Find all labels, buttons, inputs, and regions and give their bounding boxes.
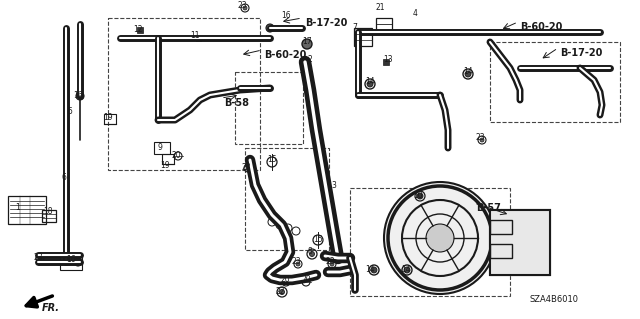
- Text: 20: 20: [280, 276, 290, 285]
- Text: 9: 9: [157, 144, 163, 152]
- Text: 6: 6: [61, 174, 67, 182]
- Circle shape: [246, 166, 250, 170]
- Circle shape: [38, 256, 42, 260]
- Circle shape: [296, 262, 300, 266]
- Text: 14: 14: [365, 265, 375, 275]
- Bar: [376, 18, 392, 30]
- Text: 7: 7: [353, 23, 357, 32]
- Text: 14: 14: [401, 265, 411, 275]
- Text: SZA4B6010: SZA4B6010: [530, 295, 579, 304]
- Text: B-17-20: B-17-20: [560, 48, 602, 58]
- Circle shape: [310, 251, 314, 256]
- Bar: [235, 72, 303, 144]
- Text: 11: 11: [190, 32, 200, 41]
- Text: B-58: B-58: [224, 98, 249, 108]
- Circle shape: [330, 262, 334, 266]
- Text: B-57: B-57: [476, 203, 501, 213]
- Text: FR.: FR.: [42, 303, 60, 313]
- Bar: [162, 154, 174, 164]
- Text: 20: 20: [171, 151, 181, 160]
- Text: 5: 5: [68, 108, 72, 116]
- Bar: [137, 27, 143, 33]
- Bar: [104, 114, 116, 124]
- Text: 14: 14: [365, 78, 375, 86]
- Text: 16: 16: [73, 92, 83, 100]
- Circle shape: [465, 71, 471, 77]
- Text: 12: 12: [133, 26, 143, 34]
- Circle shape: [417, 193, 423, 199]
- Bar: [245, 148, 329, 250]
- Circle shape: [76, 92, 84, 100]
- Bar: [354, 28, 372, 46]
- Text: 23: 23: [241, 164, 251, 173]
- Circle shape: [243, 6, 247, 10]
- Circle shape: [367, 81, 373, 87]
- Text: 10: 10: [413, 190, 423, 199]
- Text: 19: 19: [103, 114, 113, 122]
- Text: 17: 17: [302, 38, 312, 47]
- Text: 13: 13: [383, 56, 393, 64]
- Bar: [490, 220, 512, 234]
- Bar: [350, 188, 510, 296]
- Text: 23: 23: [325, 257, 335, 266]
- Text: 3: 3: [332, 181, 337, 189]
- Text: 16: 16: [66, 256, 76, 264]
- Text: 2: 2: [308, 56, 312, 64]
- Polygon shape: [490, 210, 550, 275]
- Text: 4: 4: [413, 10, 417, 19]
- Text: 1: 1: [15, 204, 20, 212]
- Text: 14: 14: [463, 68, 473, 77]
- Bar: [60, 255, 82, 270]
- Text: 15: 15: [313, 235, 323, 244]
- Text: 16: 16: [281, 11, 291, 20]
- Circle shape: [426, 224, 454, 252]
- Bar: [42, 210, 56, 222]
- Circle shape: [266, 24, 274, 32]
- Text: 19: 19: [160, 161, 170, 170]
- Circle shape: [480, 138, 484, 142]
- Text: 22: 22: [275, 287, 285, 296]
- Text: 23: 23: [33, 254, 43, 263]
- Text: 23: 23: [291, 257, 301, 266]
- Text: 21: 21: [375, 4, 385, 12]
- Bar: [8, 196, 46, 224]
- Bar: [108, 18, 260, 170]
- Bar: [490, 210, 550, 275]
- Bar: [490, 210, 550, 275]
- Circle shape: [371, 267, 377, 273]
- Bar: [490, 244, 512, 258]
- Circle shape: [74, 258, 82, 266]
- Text: 15: 15: [267, 155, 277, 165]
- Text: B-17-20: B-17-20: [305, 18, 348, 28]
- Circle shape: [302, 39, 312, 49]
- Bar: [195, 35, 200, 41]
- Text: B-60-20: B-60-20: [264, 50, 307, 60]
- Circle shape: [384, 182, 496, 294]
- Text: 20: 20: [301, 276, 311, 285]
- Circle shape: [280, 290, 285, 294]
- Text: 8: 8: [308, 248, 312, 256]
- Text: 23: 23: [237, 2, 247, 11]
- Circle shape: [404, 267, 410, 273]
- Text: 18: 18: [44, 207, 52, 217]
- Bar: [383, 59, 389, 65]
- Bar: [490, 42, 620, 122]
- Text: 23: 23: [475, 133, 485, 143]
- Bar: [154, 142, 170, 154]
- Text: B-60-20: B-60-20: [520, 22, 563, 32]
